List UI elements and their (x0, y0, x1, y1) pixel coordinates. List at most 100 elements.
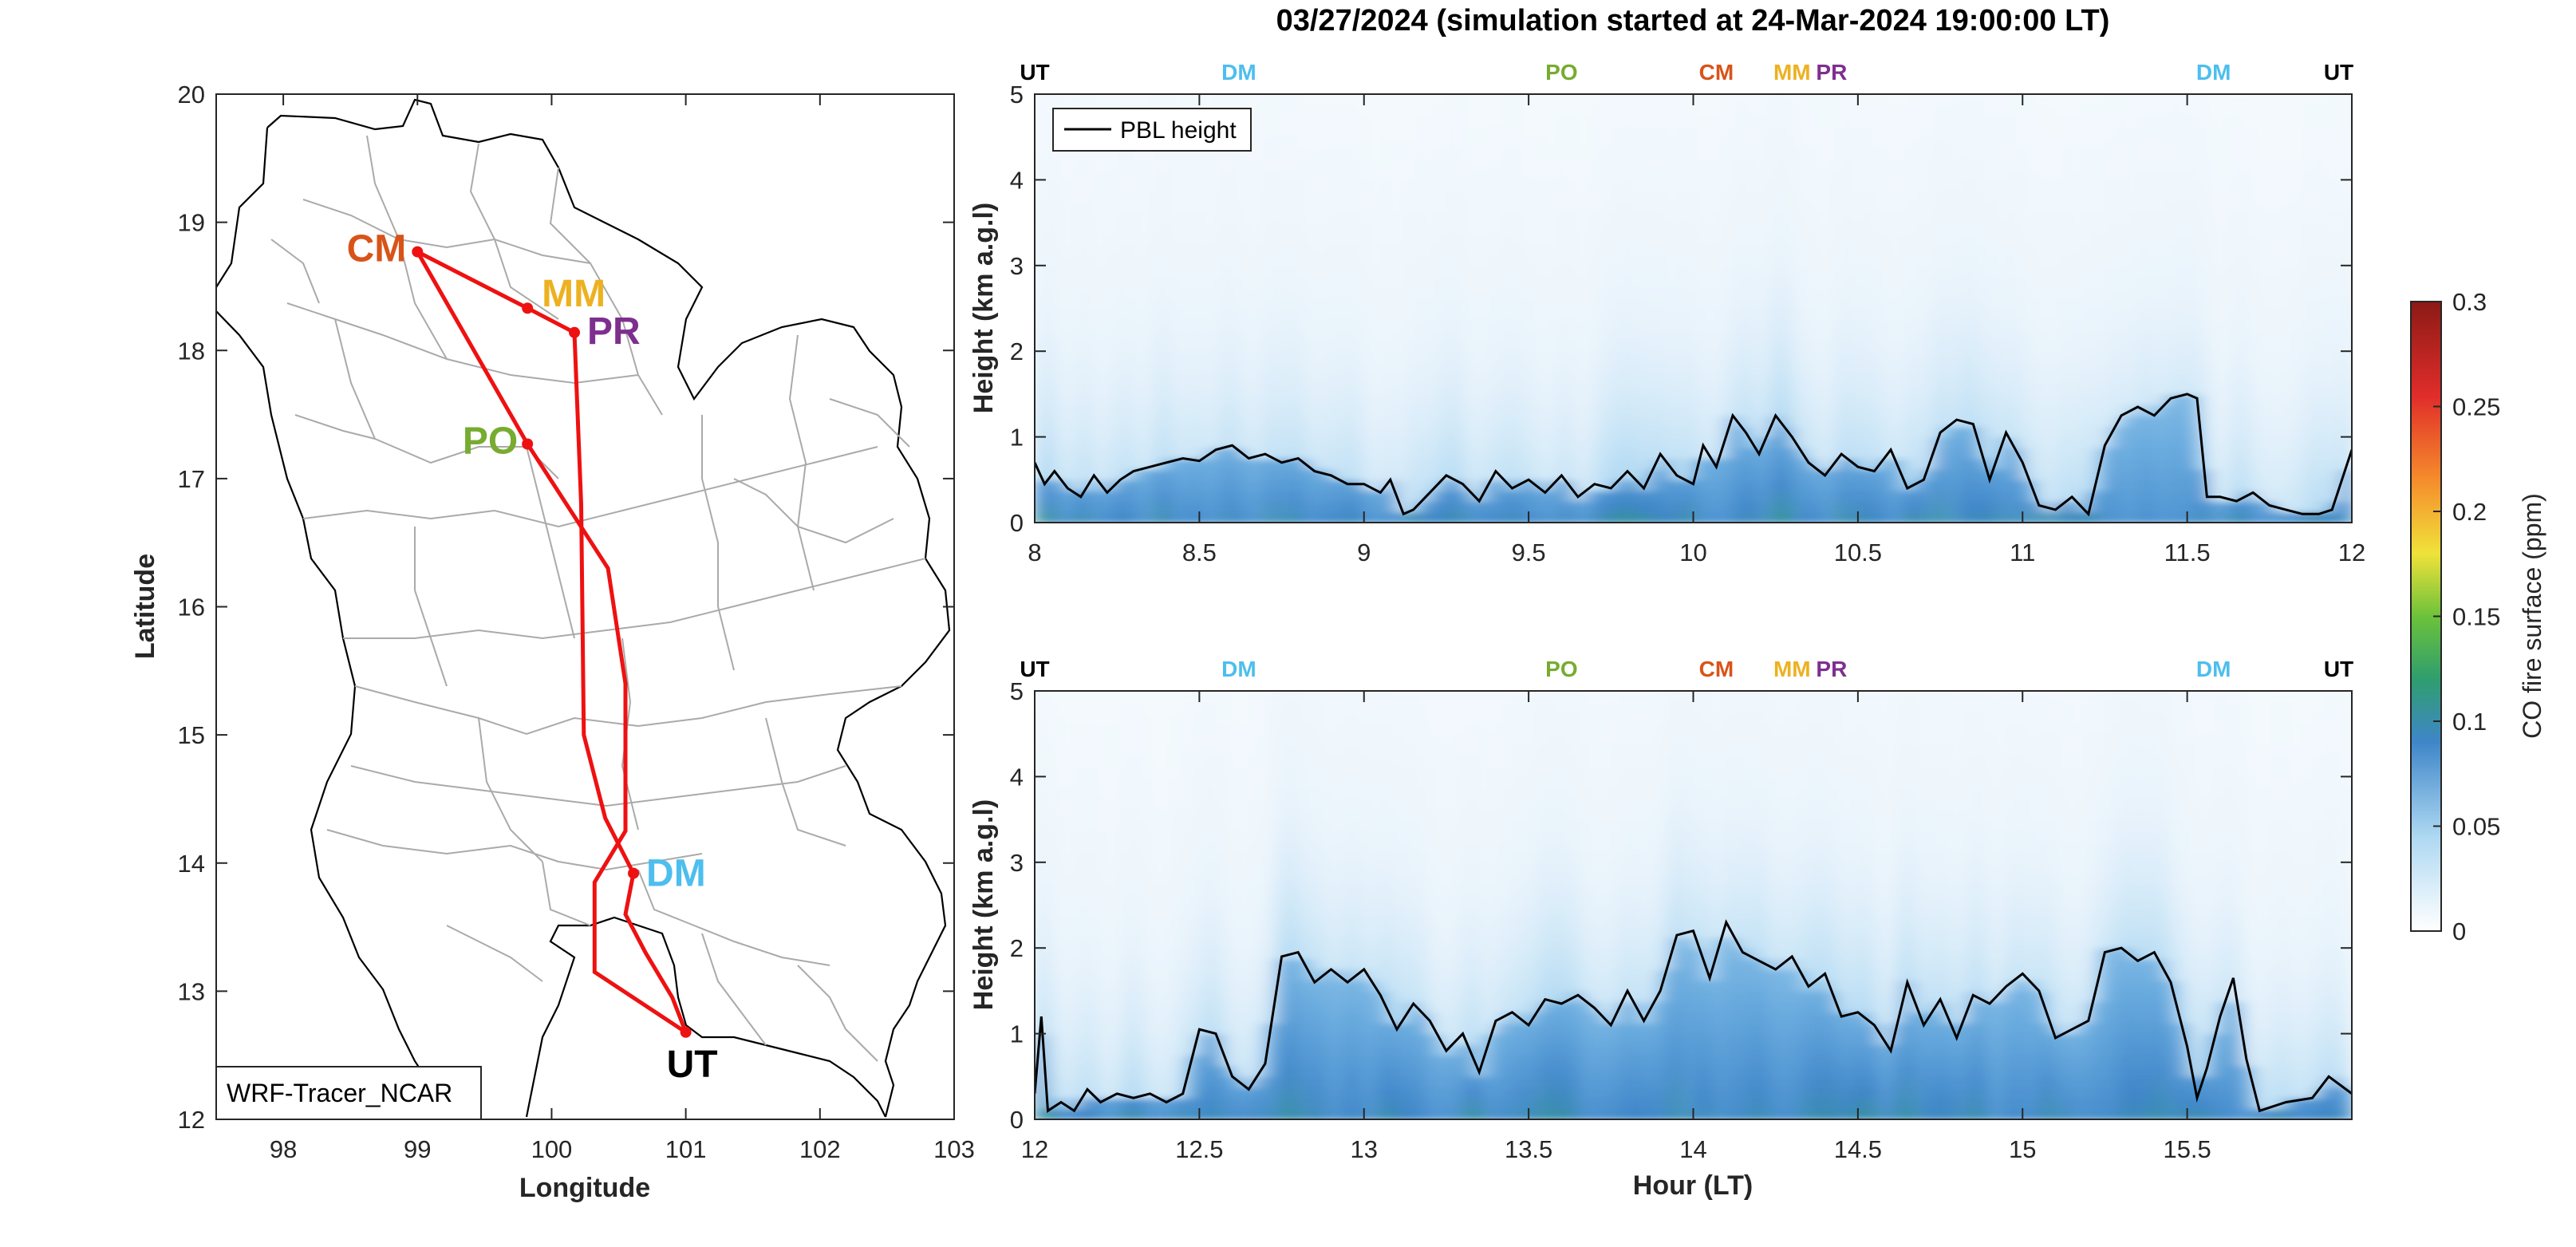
heatmap-cell (2253, 448, 2265, 460)
heatmap-cell (2274, 148, 2287, 160)
heatmap-cell (1506, 351, 1519, 363)
heatmap-cell (1682, 168, 1694, 181)
heatmap-cell (2274, 168, 2287, 181)
heatmap-cell (2022, 298, 2035, 310)
heatmap-cell (1199, 479, 1212, 491)
heatmap-cell (1035, 808, 1047, 821)
heatmap-cell (2000, 276, 2013, 288)
heatmap-cell (1660, 211, 1672, 224)
heatmap-cell (2044, 105, 2057, 116)
heatmap-cell (1045, 1012, 1058, 1024)
heatmap-cell (2044, 426, 2057, 438)
heatmap-cell (1671, 243, 1683, 256)
heatmap-cell (1188, 383, 1201, 395)
heatmap-cell (1441, 265, 1453, 278)
heatmap-cell (1880, 318, 1892, 331)
heatmap-cell (1155, 233, 1168, 245)
heatmap-cell (2132, 223, 2144, 235)
heatmap-cell (2154, 373, 2167, 385)
heatmap-cell (1880, 501, 1892, 513)
heatmap-cell (1056, 373, 1069, 385)
heatmap-cell (1956, 201, 1969, 213)
heatmap-cell (1473, 340, 1486, 353)
heatmap-cell (1671, 105, 1683, 116)
heatmap-cell (1188, 286, 1201, 299)
heatmap-cell (2066, 426, 2079, 438)
heatmap-cell (2286, 426, 2298, 438)
heatmap-cell (2066, 136, 2079, 149)
heatmap-cell (2077, 468, 2089, 481)
heatmap-cell (2219, 233, 2232, 245)
heatmap-cell (1276, 148, 1288, 160)
heatmap-cell (1264, 255, 1277, 266)
heatmap-cell (1748, 490, 1761, 503)
heatmap-cell (1693, 276, 1706, 288)
heatmap-cell (1485, 158, 1497, 170)
heatmap-cell (1825, 308, 1837, 320)
heatmap-cell (2231, 286, 2243, 299)
heatmap-cell (2088, 243, 2101, 256)
heatmap-cell (1792, 404, 1805, 416)
heatmap-cell (1638, 94, 1651, 106)
heatmap-cell (1891, 415, 1903, 428)
heatmap-cell (1857, 393, 1870, 406)
heatmap-cell (1912, 351, 1925, 363)
heatmap-cell (2198, 126, 2211, 138)
heatmap-cell (1857, 436, 1870, 449)
heatmap-cell (1473, 468, 1486, 481)
heatmap-cell (1989, 136, 2002, 149)
heatmap-cell (1177, 265, 1189, 278)
heatmap-cell (1441, 393, 1453, 406)
heatmap-cell (1550, 276, 1563, 288)
heatmap-cell (1825, 426, 1837, 438)
heatmap-cell (1748, 298, 1761, 310)
heatmap-cell (1133, 458, 1146, 470)
heatmap-cell (1254, 233, 1266, 245)
heatmap-cell (1221, 265, 1233, 278)
heatmap-cell (2219, 211, 2232, 224)
heatmap-cell (1704, 201, 1717, 213)
heatmap-cell (1627, 223, 1639, 235)
heatmap-cell (2176, 351, 2188, 363)
heatmap-cell (1715, 468, 1727, 481)
heatmap-cell (1715, 415, 1727, 428)
heatmap-cell (2099, 404, 2112, 416)
heatmap-cell (1100, 436, 1113, 449)
heatmap-cell (2110, 243, 2123, 256)
heatmap-cell (1407, 255, 1420, 266)
heatmap-cell (1880, 148, 1892, 160)
heatmap-cell (1956, 286, 1969, 299)
heatmap-cell (2011, 308, 2024, 320)
heatmap-cell (2263, 126, 2276, 138)
map-ylabel: Latitude (130, 554, 160, 659)
heatmap-cell (1320, 330, 1332, 341)
heatmap-cell (2121, 318, 2133, 331)
heatmap-cell (1935, 318, 1947, 331)
heatmap-cell (1627, 105, 1639, 116)
heatmap-cell (2154, 126, 2167, 138)
heatmap-cell (1935, 201, 1947, 213)
heatmap-cell (1199, 94, 1212, 106)
heatmap-cell (1825, 351, 1837, 363)
heatmap-cell (2176, 330, 2188, 341)
heatmap-cell (2176, 318, 2188, 331)
heatmap-cell (1221, 223, 1233, 235)
heatmap-cell (1045, 969, 1058, 981)
heatmap-cell (2209, 501, 2221, 513)
heatmap-cell (2066, 148, 2079, 160)
heatmap-cell (1079, 286, 1091, 299)
heatmap-cell (1616, 223, 1628, 235)
heatmap-cell (1660, 415, 1672, 428)
heatmap-cell (1660, 276, 1672, 288)
heatmap-cell (1583, 308, 1596, 320)
heatmap-cell (1122, 308, 1134, 320)
heatmap-cell (1945, 426, 1958, 438)
route-line-outbound (416, 251, 687, 1034)
heatmap-cell (1529, 233, 1540, 245)
heatmap-cell (2176, 94, 2188, 106)
heatmap-cell (1144, 94, 1157, 106)
heatmap-cell (1616, 168, 1628, 181)
heatmap-cell (1386, 436, 1398, 449)
heatmap-cell (1704, 265, 1717, 278)
heatmap-cell (1726, 383, 1738, 395)
